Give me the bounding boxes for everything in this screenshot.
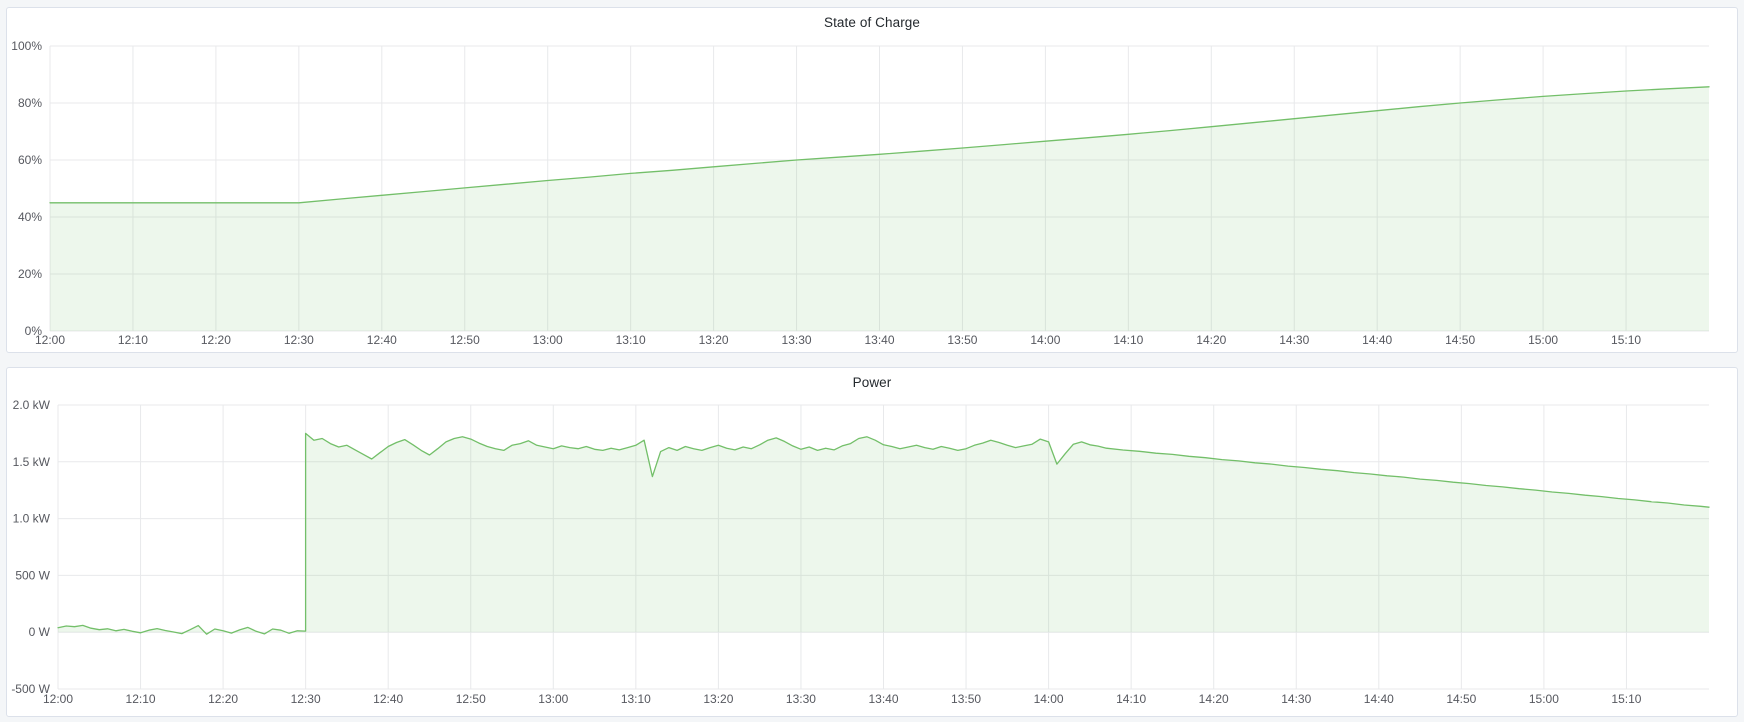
power-chart[interactable]: -500 W 0 W 500 W 1.0 kW 1.5 kW 2.0 kW 12:00 12:… bbox=[7, 396, 1737, 716]
panel-state-of-charge: State of Charge 0% 20% 40% 60% 80% 100% 12:00 1… bbox=[6, 7, 1738, 353]
x-tick-label: 13:40 bbox=[864, 333, 894, 347]
y-tick-label: 20% bbox=[18, 267, 42, 281]
x-tick-label: 15:00 bbox=[1529, 692, 1559, 706]
x-tick-label: 14:40 bbox=[1364, 692, 1394, 706]
grid: -500 W 0 W 500 W 1.0 kW 1.5 kW 2.0 kW 12:00 12:… bbox=[11, 398, 1709, 706]
x-tick-label: 14:50 bbox=[1446, 692, 1476, 706]
x-tick-label: 12:00 bbox=[43, 692, 73, 706]
x-tick-label: 12:40 bbox=[367, 333, 397, 347]
x-tick-label: 14:30 bbox=[1281, 692, 1311, 706]
x-tick-label: 13:30 bbox=[782, 333, 812, 347]
x-tick-label: 12:30 bbox=[284, 333, 314, 347]
soc-chart[interactable]: 0% 20% 40% 60% 80% 100% 12:00 12:10 12:20 12:30 12… bbox=[7, 36, 1737, 352]
x-tick-label: 14:30 bbox=[1279, 333, 1309, 347]
x-tick-label: 13:00 bbox=[538, 692, 568, 706]
x-tick-label: 14:00 bbox=[1030, 333, 1060, 347]
x-tick-label: 12:10 bbox=[118, 333, 148, 347]
x-tick-label: 13:40 bbox=[868, 692, 898, 706]
series-line bbox=[49, 86, 1710, 204]
x-tick-label: 13:00 bbox=[533, 333, 563, 347]
y-tick-label: 0% bbox=[25, 324, 43, 338]
x-tick-label: 12:50 bbox=[450, 333, 480, 347]
x-tick-label: 12:30 bbox=[291, 692, 321, 706]
x-tick-label: 15:10 bbox=[1611, 333, 1641, 347]
x-tick-label: 14:20 bbox=[1196, 333, 1226, 347]
x-tick-label: 12:20 bbox=[201, 333, 231, 347]
panel-title-power[interactable]: Power bbox=[852, 374, 892, 390]
panel-power: Power -500 W 0 W 500 W 1.0 kW 1.5 kW 2.0 kW 12… bbox=[6, 367, 1738, 717]
x-tick-label: 12:40 bbox=[373, 692, 403, 706]
x-tick-label: 13:30 bbox=[786, 692, 816, 706]
grid: 0% 20% 40% 60% 80% 100% 12:00 12:10 12:20 12:30 12… bbox=[11, 39, 1709, 347]
x-tick-label: 12:20 bbox=[208, 692, 238, 706]
y-tick-label: 40% bbox=[18, 210, 42, 224]
y-tick-label: 1.0 kW bbox=[13, 512, 51, 526]
y-tick-label: -500 W bbox=[11, 682, 50, 696]
y-tick-label: 0 W bbox=[29, 625, 51, 639]
y-tick-label: 60% bbox=[18, 153, 42, 167]
x-tick-label: 13:20 bbox=[699, 333, 729, 347]
y-tick-label: 100% bbox=[11, 39, 42, 53]
x-tick-label: 13:10 bbox=[621, 692, 651, 706]
y-tick-label: 500 W bbox=[15, 568, 50, 582]
series-line bbox=[57, 432, 1710, 635]
y-tick-label: 2.0 kW bbox=[13, 398, 51, 412]
x-tick-label: 12:50 bbox=[456, 692, 486, 706]
x-tick-label: 14:00 bbox=[1034, 692, 1064, 706]
y-tick-label: 80% bbox=[18, 96, 42, 110]
panel-title-state-of-charge[interactable]: State of Charge bbox=[823, 14, 921, 30]
x-tick-label: 12:10 bbox=[126, 692, 156, 706]
y-tick-label: 1.5 kW bbox=[13, 455, 51, 469]
x-tick-label: 13:10 bbox=[616, 333, 646, 347]
x-tick-label: 15:10 bbox=[1611, 692, 1641, 706]
x-tick-label: 13:50 bbox=[951, 692, 981, 706]
x-tick-label: 13:50 bbox=[947, 333, 977, 347]
series-fill bbox=[58, 433, 1709, 635]
x-tick-label: 15:00 bbox=[1528, 333, 1558, 347]
x-tick-label: 13:20 bbox=[703, 692, 733, 706]
x-tick-label: 14:20 bbox=[1199, 692, 1229, 706]
x-tick-label: 14:40 bbox=[1362, 333, 1392, 347]
x-tick-label: 14:10 bbox=[1113, 333, 1143, 347]
x-tick-label: 12:00 bbox=[35, 333, 65, 347]
x-tick-label: 14:50 bbox=[1445, 333, 1475, 347]
series-fill bbox=[50, 86, 1709, 331]
x-tick-label: 14:10 bbox=[1116, 692, 1146, 706]
